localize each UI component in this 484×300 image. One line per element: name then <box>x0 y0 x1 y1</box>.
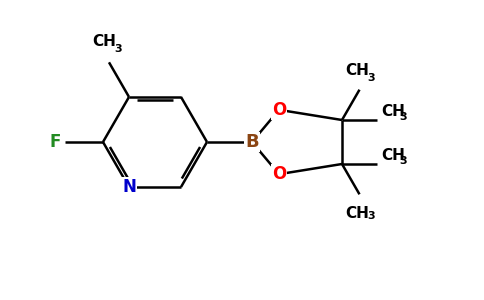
Text: 3: 3 <box>399 112 407 122</box>
Text: 3: 3 <box>368 211 375 221</box>
Text: O: O <box>272 165 286 183</box>
Text: CH: CH <box>346 63 369 78</box>
Text: 3: 3 <box>368 73 375 83</box>
Text: CH: CH <box>346 206 369 221</box>
Text: CH: CH <box>381 148 405 164</box>
Text: 3: 3 <box>399 156 407 166</box>
Text: CH: CH <box>92 34 116 49</box>
Text: CH: CH <box>381 104 405 119</box>
Text: 3: 3 <box>114 44 122 54</box>
Text: B: B <box>245 133 259 151</box>
Text: N: N <box>122 178 136 196</box>
Text: O: O <box>272 101 286 119</box>
Text: F: F <box>49 133 60 151</box>
